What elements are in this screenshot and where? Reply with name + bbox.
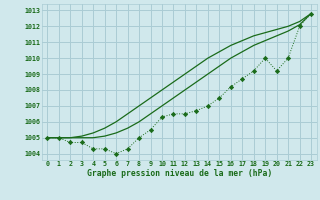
X-axis label: Graphe pression niveau de la mer (hPa): Graphe pression niveau de la mer (hPa) — [87, 169, 272, 178]
